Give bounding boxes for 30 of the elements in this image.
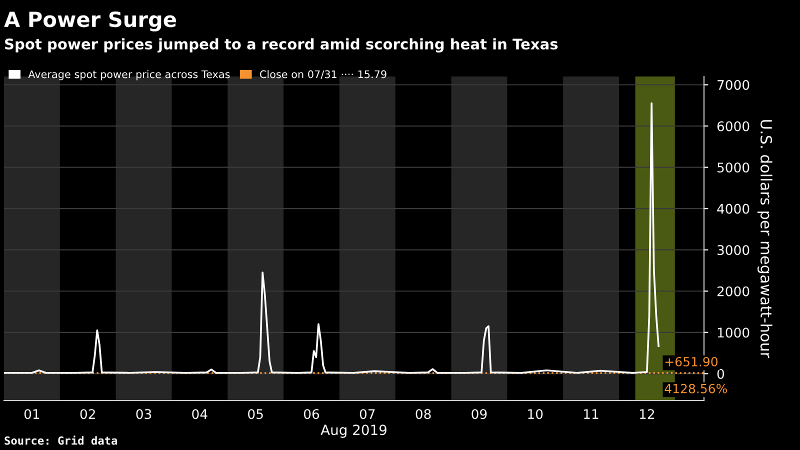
y-tick-label: 7000 <box>718 80 750 90</box>
x-tick-label: 03 <box>136 409 152 420</box>
x-tick-label: 10 <box>528 409 543 420</box>
chart-title: A Power Surge <box>4 11 176 32</box>
source-note: Source: Grid data <box>4 436 118 445</box>
y-tick-label: 0 <box>717 368 724 379</box>
x-tick-label: 08 <box>416 409 431 420</box>
x-tick-label: 01 <box>24 409 40 420</box>
y-tick-label: 3000 <box>718 245 750 256</box>
y-tick-label: 5000 <box>718 162 750 173</box>
chart-subtitle: Spot power prices jumped to a record amid scorching heat in Texas <box>5 38 558 52</box>
x-tick-label: 11 <box>584 409 598 419</box>
x-tick-label: 02 <box>80 409 95 420</box>
line-series <box>4 102 660 374</box>
y-tick-label: 2000 <box>717 286 750 296</box>
annotation: +651.90 <box>665 356 718 366</box>
annotation: 4128.56% <box>664 384 728 394</box>
legend-label: Average spot power price across Texas <box>28 70 230 80</box>
x-tick-label: 06 <box>304 409 320 420</box>
y-tick-label: 1000 <box>718 328 750 338</box>
legend-label: Close on 07/31 ···· 15.79 <box>260 70 386 80</box>
x-tick-label: 12 <box>640 409 654 419</box>
x-tick-label: 09 <box>472 409 487 420</box>
x-tick-label: 07 <box>360 409 375 420</box>
y-axis-title: U.S. dollars per megawatt-hour <box>758 120 772 358</box>
y-tick-label: 6000 <box>717 121 750 132</box>
x-axis-title: Aug 2019 <box>320 424 386 438</box>
x-tick-label: 05 <box>248 409 263 420</box>
x-tick-label: 04 <box>192 409 208 420</box>
y-tick-label: 4000 <box>717 204 750 214</box>
